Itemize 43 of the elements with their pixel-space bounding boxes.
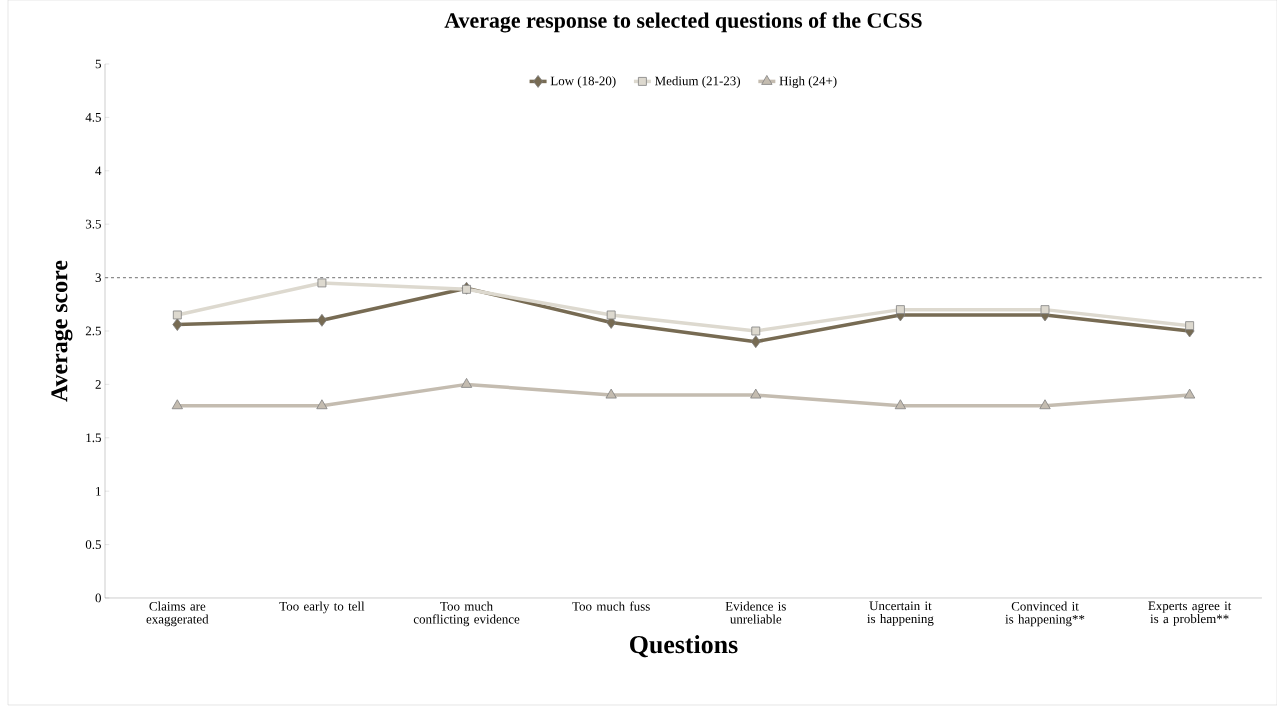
point xyxy=(172,318,183,331)
point xyxy=(895,305,905,315)
y-tick-label: 5 xyxy=(95,59,101,69)
x-tick-label: Too much fuss xyxy=(572,601,650,611)
point xyxy=(1185,321,1195,331)
y-tick-label: 3 xyxy=(95,273,101,282)
x-tick-label: Experts agree it is a problem** xyxy=(1148,601,1232,626)
y-tick-label: 2.5 xyxy=(85,326,101,336)
y-tick-label: 3.5 xyxy=(85,219,101,229)
y-tick-label: 0.5 xyxy=(85,540,101,549)
chart-title: Average response to selected questions of the CCSS xyxy=(444,12,922,33)
y-tick-label: 1 xyxy=(96,486,101,496)
point xyxy=(1184,388,1196,399)
y-tick-label: 1.5 xyxy=(86,433,101,443)
point xyxy=(316,399,328,410)
x-tick-label: Evidence is unreliable xyxy=(725,601,786,624)
point xyxy=(171,399,183,410)
point xyxy=(606,310,616,320)
point xyxy=(1040,305,1050,315)
x-tick-label: Convinced it is happening** xyxy=(1005,601,1085,627)
y-axis-title: Average score xyxy=(51,260,73,402)
x-tick-label: Too early to tell xyxy=(279,601,365,614)
y-tick-label: 4 xyxy=(95,166,102,176)
y-tick-label: 2 xyxy=(95,380,101,389)
point xyxy=(750,335,761,349)
x-tick-label: Uncertain it is happening xyxy=(867,601,934,626)
point xyxy=(1039,399,1051,410)
x-tick-label: Too much conflicting evidence xyxy=(413,601,520,627)
point xyxy=(751,326,761,336)
x-tick-label: Claims are exaggerated xyxy=(146,601,209,627)
point xyxy=(460,377,473,388)
point xyxy=(894,399,906,410)
legend-label: High (24+) xyxy=(779,76,837,88)
point xyxy=(317,278,327,288)
legend-label: Medium (21-23) xyxy=(655,76,741,88)
point xyxy=(605,388,617,399)
y-tick-label: 4.5 xyxy=(85,113,101,122)
point xyxy=(317,313,327,327)
point xyxy=(750,388,762,399)
x-axis-title: Questions xyxy=(630,635,738,658)
legend-label: Low (18-20) xyxy=(550,76,616,88)
y-tick-label: 0 xyxy=(95,593,101,603)
point xyxy=(172,310,182,320)
